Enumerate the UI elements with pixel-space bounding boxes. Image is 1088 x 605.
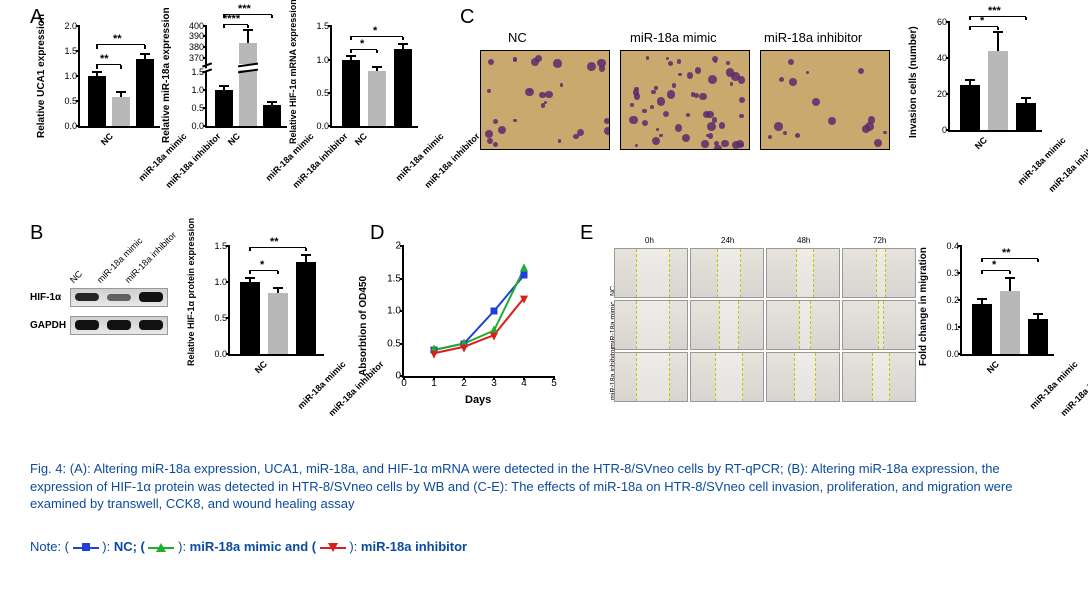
legend-nc-icon: [73, 543, 99, 553]
bar-e-nc: [972, 304, 992, 354]
chart-d: Absorbtion of OD450 0 0.5 1.0 1.5 2 0 1 …: [380, 246, 560, 406]
micro-title-nc: NC: [508, 30, 527, 45]
ylabel-a-uca1: Relative UCA1 expression: [36, 14, 47, 138]
axes-a-uca1: 0.0 0.5 1.0 1.5 2.0 ** **: [78, 26, 160, 128]
caption-note: Note: ( ): NC; ( ): miR-18a mimic and ( …: [30, 538, 1058, 556]
bar-c-inhibitor: [1016, 103, 1036, 130]
chart-a-uca1: Relative UCA1 expression 0.0 0.5 1.0 1.5…: [60, 26, 160, 146]
ylabel-d: Absorbtion of OD450: [358, 276, 369, 376]
bar-a-hif1a-nc: [342, 60, 360, 126]
invasion-image-inhibitor: [760, 50, 890, 150]
ylabel-a-mir18a: Relative miR-18a expression: [161, 7, 172, 143]
chart-a-mir18a: Relative miR-18a expression 0.0 0.5 1.0 …: [185, 26, 285, 146]
wound-img-r2-c3: [842, 352, 916, 402]
panel-label-b: B: [30, 222, 43, 245]
ylabel-e: Fold change in migration: [918, 247, 929, 366]
axes-a-mir18a: 0.0 0.5 1.0 1.5 370 380 390 400 ****: [205, 26, 287, 128]
bar-e-mimic: [1000, 291, 1020, 354]
bar-a-uca1-inhibitor: [136, 59, 154, 126]
wound-img-r0-c0: [614, 248, 688, 298]
bar-e-inhibitor: [1028, 319, 1048, 354]
micro-title-mimic: miR-18a mimic: [630, 30, 717, 45]
chart-b: Relative HIF-1α protein expression 0.0 0…: [210, 246, 330, 376]
panel-label-c: C: [460, 6, 474, 29]
legend-mimic-icon: [148, 543, 174, 553]
figure-root: A B C D E Relative UCA1 expression 0.0 0…: [0, 0, 1088, 605]
wound-img-r1-c1: [690, 300, 764, 350]
wound-img-r0-c3: [842, 248, 916, 298]
chart-c-invasion: Invasion cells (number) 0 20 40 60 * ***…: [930, 22, 1050, 152]
bar-a-uca1-mimic: [112, 97, 130, 126]
bar-a-mir18a-inhibitor: [263, 105, 281, 126]
wb-gapdh: [70, 316, 168, 335]
bar-b-inhibitor: [296, 262, 316, 354]
bar-a-uca1-nc: [88, 76, 106, 126]
bar-a-mir18a-nc: [215, 90, 233, 126]
wound-img-r1-c0: [614, 300, 688, 350]
ylabel-b: Relative HIF-1α protein expression: [186, 218, 196, 366]
bar-c-nc: [960, 85, 980, 130]
bar-a-mir18a-mimic: [239, 43, 257, 126]
invasion-image-nc: [480, 50, 610, 150]
chart-a-hif1a: Relative HIF-1α mRNA expression 0.0 0.5 …: [312, 26, 422, 146]
wound-img-r1-c2: [766, 300, 840, 350]
caption-main: Fig. 4: (A): Altering miR-18a expression…: [30, 460, 1058, 513]
ylabel-c: Invasion cells (number): [908, 26, 919, 138]
bar-c-mimic: [988, 51, 1008, 130]
wb-hif1a: [70, 288, 168, 307]
invasion-image-mimic: [620, 50, 750, 150]
panel-label-d: D: [370, 222, 384, 245]
wound-img-r1-c3: [842, 300, 916, 350]
bar-b-nc: [240, 282, 260, 354]
bar-a-hif1a-inhibitor: [394, 49, 412, 126]
bar-b-mimic: [268, 293, 288, 354]
wound-img-r0-c1: [690, 248, 764, 298]
wound-img-r0-c2: [766, 248, 840, 298]
micro-title-inhibitor: miR-18a inhibitor: [764, 30, 862, 45]
wound-img-r2-c2: [766, 352, 840, 402]
wound-img-r2-c1: [690, 352, 764, 402]
ylabel-a-hif1a: Relative HIF-1α mRNA expression: [288, 0, 298, 144]
legend-inhibitor-icon: [320, 543, 346, 553]
bar-a-hif1a-mimic: [368, 71, 386, 126]
chart-e: Fold change in migration 0.0 0.1 0.2 0.3…: [940, 246, 1060, 376]
wound-img-r2-c0: [614, 352, 688, 402]
xlabel-d: Days: [465, 394, 491, 406]
panel-label-e: E: [580, 222, 593, 245]
